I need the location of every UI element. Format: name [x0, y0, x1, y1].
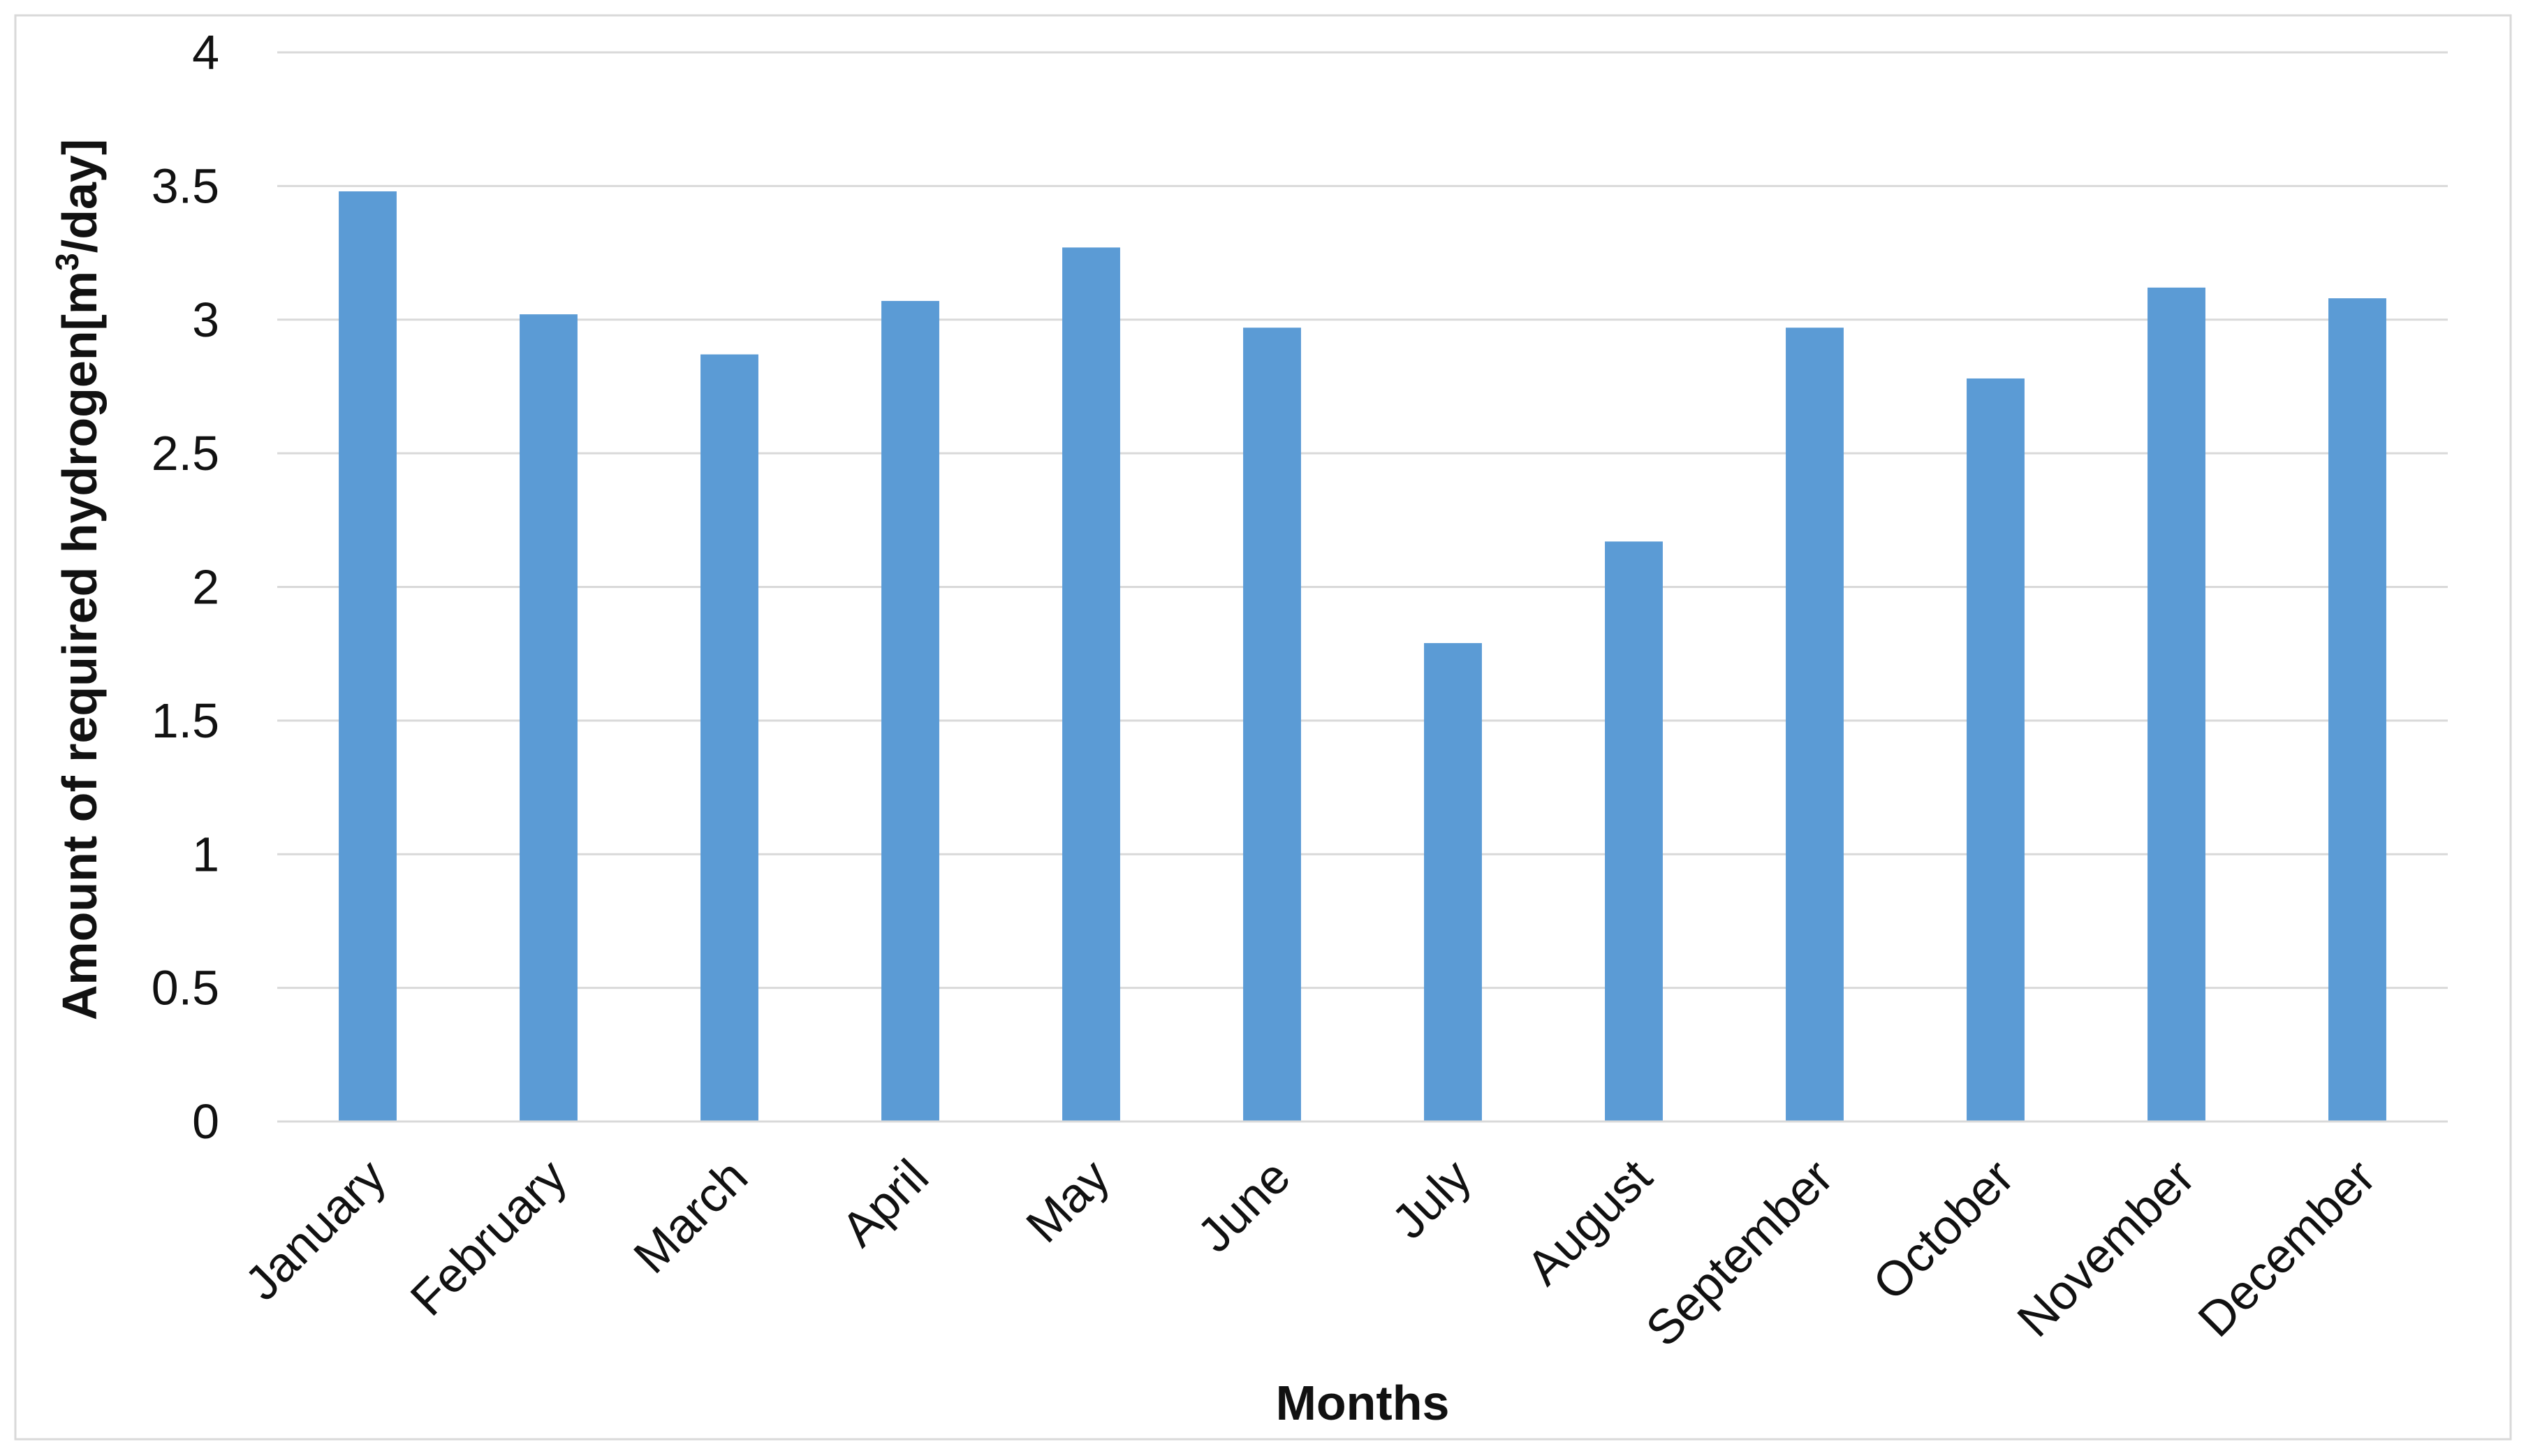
- x-tick-label-october: October: [1863, 1149, 2024, 1310]
- x-tick-label-july: July: [1381, 1149, 1481, 1249]
- y-tick-label: 0.5: [152, 961, 219, 1015]
- bar-september: [1786, 328, 1844, 1122]
- bar-may: [1062, 247, 1120, 1122]
- x-tick-label-september: September: [1636, 1149, 1843, 1356]
- bar-august: [1605, 541, 1663, 1122]
- y-axis-title-main: Amount of required hydrogen[m: [52, 271, 107, 1020]
- x-tick-label-august: August: [1516, 1149, 1662, 1295]
- chart-border: [14, 14, 2512, 1441]
- x-tick-label-december: December: [2188, 1149, 2386, 1346]
- x-tick-label-may: May: [1015, 1149, 1119, 1253]
- y-tick-label: 1: [192, 827, 219, 881]
- bar-june: [1243, 328, 1301, 1122]
- x-axis-ticks: January February March April May June July Augu…: [235, 1149, 2386, 1356]
- y-tick-label: 3.5: [152, 159, 219, 213]
- y-tick-label: 2: [192, 560, 219, 615]
- bar-december: [2328, 298, 2386, 1122]
- bar-november: [2147, 287, 2205, 1122]
- bar-january: [339, 191, 397, 1122]
- x-tick-label-february: February: [400, 1149, 577, 1325]
- y-axis-ticks: 0 0.5 1 1.5 2 2.5 3 3.5 4: [152, 25, 219, 1149]
- bar-march: [700, 354, 758, 1122]
- bar-february: [520, 314, 578, 1122]
- y-axis-title: Amount of required hydrogen[m3/day]: [49, 139, 107, 1020]
- gridlines: [277, 51, 2448, 1123]
- y-tick-label: 2.5: [152, 426, 219, 480]
- bar-october: [1967, 378, 2025, 1122]
- bar-july: [1424, 642, 1482, 1122]
- y-tick-label: 0: [192, 1094, 219, 1149]
- x-axis-title: Months: [1276, 1376, 1450, 1430]
- bar-april: [881, 300, 939, 1122]
- x-tick-label-march: March: [623, 1149, 758, 1284]
- x-tick-label-january: January: [235, 1149, 396, 1310]
- x-tick-label-june: June: [1187, 1149, 1300, 1262]
- y-axis-title-unit: /day]: [52, 139, 107, 253]
- x-tick-label-november: November: [2007, 1149, 2205, 1346]
- y-tick-label: 3: [192, 293, 219, 347]
- y-tick-label: 1.5: [152, 693, 219, 748]
- bars: [277, 191, 2448, 1123]
- y-tick-label: 4: [192, 25, 219, 80]
- y-axis-title-superscript: 3: [49, 253, 85, 271]
- x-tick-label-april: April: [831, 1149, 939, 1256]
